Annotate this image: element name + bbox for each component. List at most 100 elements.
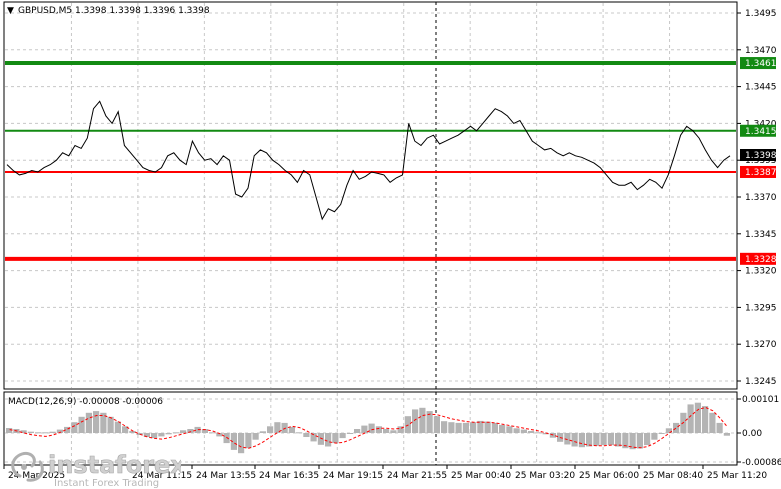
price-tick-label: 1.3370 [745, 193, 777, 203]
macd-hist-bar [303, 433, 310, 437]
macd-hist-bar [180, 430, 187, 433]
macd-hist-bar [332, 433, 339, 444]
price-axis: 1.3495 1.3470 1.3445 1.3420 1.3395 1.3370 1.33… [737, 9, 777, 387]
macd-hist-bar [42, 432, 49, 434]
macd-hist-bar [201, 429, 208, 433]
logo-tagline-text: Instant Forex Trading [54, 478, 159, 488]
macd-hist-bar [477, 420, 484, 433]
time-tick-label: 24 Mar 19:15 [323, 471, 383, 481]
macd-hist-bar [665, 428, 672, 433]
price-panel[interactable] [3, 1, 738, 390]
macd-hist-bar [491, 422, 498, 433]
macd-hist-bar [499, 424, 506, 433]
macd-hist-bar [723, 433, 730, 436]
macd-tick-label: 0.00 [742, 429, 762, 439]
macd-title: MACD(12,26,9) -0.00008 -0.00006 [8, 397, 163, 407]
macd-hist-bar [578, 433, 585, 448]
macd-hist-bar [238, 433, 245, 454]
macd-hist-bar [230, 433, 237, 450]
macd-hist-bar [390, 430, 397, 433]
price-series-line [6, 100, 731, 221]
macd-hist-bar [687, 404, 694, 433]
macd-hist-bar [484, 421, 491, 433]
macd-hist-bar [35, 432, 42, 434]
macd-hist-bar [64, 426, 71, 433]
macd-hist-bar [433, 416, 440, 433]
macd-histogram [6, 402, 730, 454]
macd-tick-label: 0.00101 [742, 395, 779, 405]
price-tick-label: 1.3395 [745, 156, 777, 166]
macd-hist-bar [658, 433, 665, 434]
macd-hist-bar [71, 422, 78, 433]
macd-hist-bar [709, 412, 716, 433]
dropdown-triangle-icon[interactable]: ▼ [7, 6, 14, 16]
macd-hist-bar [615, 433, 622, 447]
macd-hist-bar [129, 431, 136, 433]
support-resistance-levels [5, 61, 736, 261]
price-tick-label: 1.3470 [745, 46, 777, 56]
time-tick-label: 24 Mar 11:15 [132, 471, 192, 481]
macd-hist-bar [114, 421, 121, 433]
current-price-tag: 1.3398 [740, 149, 777, 161]
macd-hist-bar [361, 425, 368, 433]
current-price-label: 1.3398 [745, 151, 777, 161]
chart-title: GBPUSD,M5 1.3398 1.3398 1.3396 1.3398 [18, 6, 210, 16]
macd-hist-bar [288, 426, 295, 433]
macd-hist-bar [586, 433, 593, 447]
macd-hist-bar [470, 422, 477, 433]
macd-hist-bar [354, 429, 361, 433]
macd-tick-label: -0.00086 [742, 458, 781, 468]
level-tag-label: 1.3328 [745, 255, 777, 265]
macd-hist-bar [426, 411, 433, 433]
macd-hist-bar [339, 433, 346, 439]
macd-hist-bar [651, 433, 658, 440]
macd-hist-bar [107, 416, 114, 433]
time-tick-label: 25 Mar 08:40 [643, 471, 703, 481]
macd-hist-bar [535, 432, 542, 434]
macd-hist-bar [607, 433, 614, 446]
macd-hist-bar [245, 433, 252, 449]
macd-hist-bar [310, 433, 317, 442]
macd-hist-bar [419, 407, 426, 433]
time-tick-label: 25 Mar 11:20 [707, 471, 767, 481]
macd-hist-bar [673, 422, 680, 433]
level-tag-label: 1.3415 [745, 127, 777, 137]
macd-hist-bar [317, 433, 324, 445]
logo-brand-text: instaforex [48, 451, 181, 479]
macd-axis: 0.00101 0.00 -0.00086 [737, 395, 781, 468]
macd-hist-bar [259, 431, 266, 433]
macd-hist-bar [78, 416, 85, 433]
macd-hist-bar [100, 412, 107, 433]
macd-hist-bar [143, 433, 150, 437]
macd-hist-bar [56, 429, 63, 433]
level-tag-bg [740, 57, 776, 70]
macd-hist-bar [636, 433, 643, 449]
macd-hist-bar [325, 433, 332, 447]
time-tick-label: 25 Mar 06:00 [579, 471, 639, 481]
time-tick-label: 24 Mar 13:55 [196, 471, 256, 481]
macd-hist-bar [209, 432, 216, 434]
price-tick-label: 1.3245 [745, 377, 777, 387]
macd-hist-bar [600, 433, 607, 446]
macd-signal-line [9, 406, 728, 449]
macd-hist-bar [187, 429, 194, 433]
macd-hist-bar [281, 422, 288, 433]
macd-hist-bar [216, 433, 223, 437]
macd-hist-bar [368, 423, 375, 433]
level-tag-bg [740, 252, 776, 265]
macd-hist-bar [397, 426, 404, 433]
macd-hist-bar [93, 411, 100, 433]
macd-hist-bar [528, 431, 535, 433]
macd-hist-bar [27, 431, 34, 433]
time-tick-label: 24 Mar 21:55 [387, 471, 447, 481]
price-tick-label: 1.3320 [745, 267, 777, 277]
macd-hist-bar [194, 426, 201, 433]
macd-hist-bar [593, 433, 600, 446]
macd-hist-bar [85, 412, 92, 433]
macd-hist-bar [571, 433, 578, 447]
macd-hist-bar [122, 426, 129, 433]
level-price-tags: 1.3461 1.3415 1.3387 1.3328 [740, 57, 777, 265]
macd-hist-bar [694, 402, 701, 433]
macd-hist-bar [462, 422, 469, 433]
